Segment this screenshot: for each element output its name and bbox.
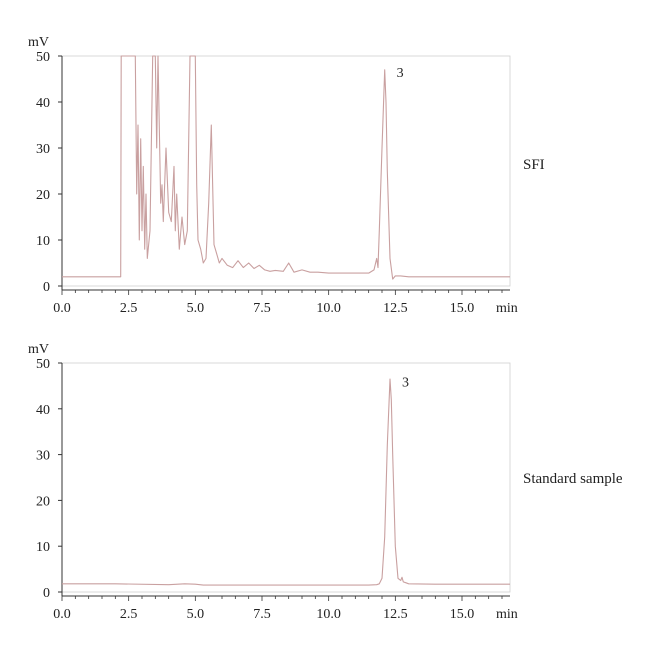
y-tick-label: 10 xyxy=(36,540,50,555)
sample-label-standard: Standard sample xyxy=(523,471,623,487)
y-tick-label: 30 xyxy=(36,449,50,464)
x-axis-unit-label: min xyxy=(496,607,518,622)
x-tick-label: 0.0 xyxy=(53,607,71,622)
y-tick-label: 0 xyxy=(43,280,50,295)
x-tick-label: 2.5 xyxy=(120,607,138,622)
y-tick-label: 50 xyxy=(36,357,50,372)
y-axis-unit-label: mV xyxy=(28,342,49,357)
x-tick-label: 12.5 xyxy=(383,301,408,316)
x-tick-label: 10.0 xyxy=(316,301,341,316)
x-tick-label: 15.0 xyxy=(450,607,475,622)
sample-label-sfi: SFI xyxy=(523,157,545,173)
y-tick-label: 40 xyxy=(36,403,50,418)
x-tick-label: 15.0 xyxy=(450,301,475,316)
chart-panel-0: 0 10 20 30 40 50 0.0 2.5 5.0 7.5 10.0 12.5 15.0 mV min… xyxy=(28,35,518,316)
y-tick-label: 40 xyxy=(36,96,50,111)
x-tick-label: 7.5 xyxy=(253,607,271,622)
y-tick-label: 50 xyxy=(36,50,50,65)
chart-panel-1: 0 10 20 30 40 50 0.0 2.5 5.0 7.5 10.0 12.5 15.0 mV min… xyxy=(28,342,518,622)
peak-label: 3 xyxy=(402,375,409,390)
y-axis-unit-label: mV xyxy=(28,35,49,50)
peak-label: 3 xyxy=(397,66,404,81)
x-tick-label: 7.5 xyxy=(253,301,271,316)
x-tick-label: 10.0 xyxy=(316,607,341,622)
x-tick-label: 5.0 xyxy=(187,301,205,316)
chromatogram-trace xyxy=(62,55,510,280)
x-tick-label: 2.5 xyxy=(120,301,138,316)
y-tick-label: 30 xyxy=(36,142,50,157)
y-tick-label: 20 xyxy=(36,188,50,203)
x-tick-label: 0.0 xyxy=(53,301,71,316)
y-tick-label: 20 xyxy=(36,494,50,509)
plot-frame xyxy=(61,55,511,287)
x-tick-label: 12.5 xyxy=(383,607,408,622)
y-tick-label: 0 xyxy=(43,586,50,601)
y-tick-label: 10 xyxy=(36,234,50,249)
x-tick-label: 5.0 xyxy=(187,607,205,622)
chromatogram-trace xyxy=(62,378,510,586)
x-axis-unit-label: min xyxy=(496,301,518,316)
plot-frame xyxy=(61,362,511,593)
